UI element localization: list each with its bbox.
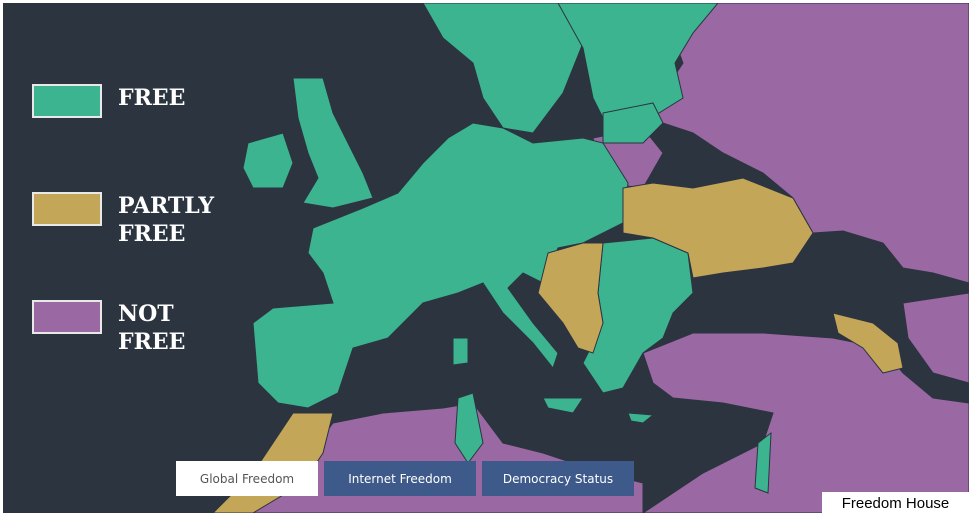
legend-swatch <box>32 192 102 226</box>
legend-free: FREE <box>32 84 228 118</box>
legend-label: FREE <box>118 85 186 111</box>
tab-bar: Global Freedom Internet Freedom Democrac… <box>176 461 634 496</box>
legend-partly-free: PARTLY FREE <box>32 192 218 248</box>
legend-label: PARTLY FREE <box>118 193 215 247</box>
tab[interactable]: Democracy Status <box>482 461 634 496</box>
legend-swatch <box>32 300 102 334</box>
credit: Freedom House <box>822 492 969 515</box>
legend-label: NOT FREE <box>118 301 186 355</box>
legend-swatch <box>32 84 102 118</box>
map <box>3 3 969 513</box>
tab[interactable]: Internet Freedom <box>324 461 476 496</box>
tab[interactable]: Global Freedom <box>176 461 318 496</box>
legend-not-free: NOT FREE <box>32 300 188 356</box>
